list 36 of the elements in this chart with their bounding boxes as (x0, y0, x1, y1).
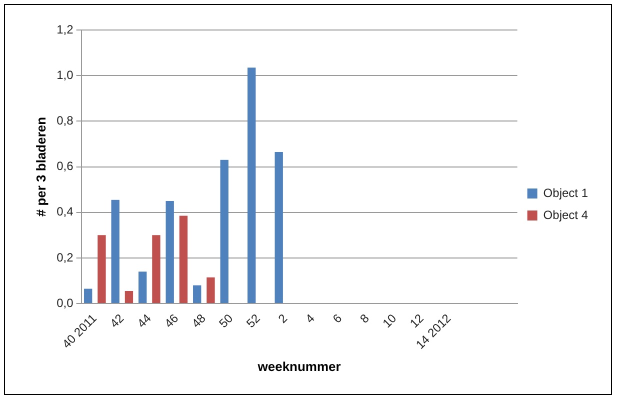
x-axis-title: weeknummer (256, 358, 341, 374)
y-tick-label: 0,2 (56, 250, 74, 264)
legend-label: Object 1 (543, 186, 588, 200)
x-tick-label: 44 (134, 310, 154, 331)
x-tick-label: 8 (357, 310, 372, 326)
bar (206, 277, 215, 304)
bar (152, 235, 160, 304)
bar (179, 216, 188, 304)
bar (220, 160, 228, 304)
bar (248, 68, 256, 304)
x-tick-label: 6 (330, 310, 345, 326)
legend-label: Object 4 (543, 208, 588, 222)
bar (111, 200, 120, 304)
bar (84, 288, 92, 304)
x-tick-label: 12 (407, 310, 427, 331)
y-tick-label: 0,4 (56, 204, 74, 219)
bar (274, 152, 283, 304)
x-tick-label: 50 (216, 310, 236, 331)
x-tick-label: 2 (276, 310, 290, 326)
x-tick-label: 4 (302, 310, 318, 326)
x-tick-label: 10 (380, 310, 400, 331)
y-tick-label: 1,0 (56, 68, 74, 82)
x-tick-label: 48 (189, 310, 209, 331)
x-tick-label: 46 (162, 310, 182, 331)
x-tick-label: 52 (244, 310, 264, 331)
y-tick-label: 0,8 (56, 113, 74, 128)
x-tick-label: 42 (107, 310, 127, 331)
y-tick-label: 0,6 (56, 159, 74, 174)
bar (138, 272, 147, 304)
y-tick-label: 1,2 (56, 22, 74, 36)
bar (193, 285, 202, 304)
bar (98, 235, 106, 304)
bar (124, 291, 134, 304)
bar (166, 200, 174, 304)
y-tick-label: 0,0 (56, 296, 74, 310)
y-axis-title: # per 3 bladeren (33, 116, 48, 217)
